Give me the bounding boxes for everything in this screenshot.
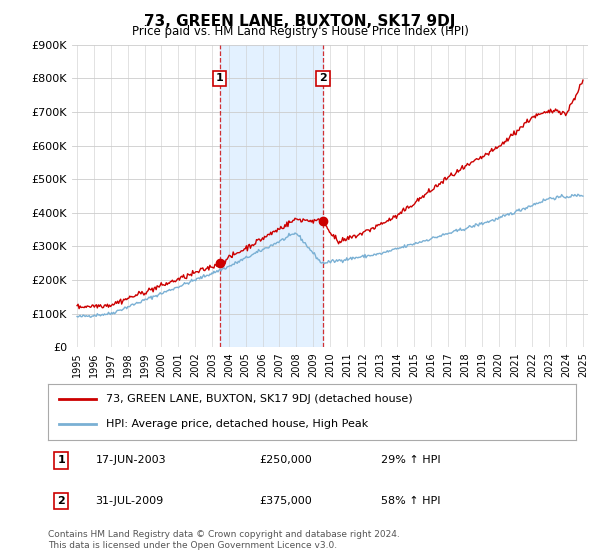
Text: £375,000: £375,000	[259, 496, 312, 506]
Text: 58% ↑ HPI: 58% ↑ HPI	[380, 496, 440, 506]
Text: 1: 1	[216, 73, 224, 83]
Text: 29% ↑ HPI: 29% ↑ HPI	[380, 455, 440, 465]
Bar	[220, 45, 323, 347]
Text: HPI: Average price, detached house, High Peak: HPI: Average price, detached house, High…	[106, 419, 368, 430]
Text: 73, GREEN LANE, BUXTON, SK17 9DJ: 73, GREEN LANE, BUXTON, SK17 9DJ	[145, 14, 455, 29]
Text: Contains HM Land Registry data © Crown copyright and database right 2024.: Contains HM Land Registry data © Crown c…	[48, 530, 400, 539]
Text: 31-JUL-2009: 31-JUL-2009	[95, 496, 164, 506]
Text: 2: 2	[319, 73, 327, 83]
Text: 2: 2	[58, 496, 65, 506]
Text: 17-JUN-2003: 17-JUN-2003	[95, 455, 166, 465]
Text: This data is licensed under the Open Government Licence v3.0.: This data is licensed under the Open Gov…	[48, 541, 337, 550]
Text: 1: 1	[58, 455, 65, 465]
Text: 73, GREEN LANE, BUXTON, SK17 9DJ (detached house): 73, GREEN LANE, BUXTON, SK17 9DJ (detach…	[106, 394, 413, 404]
Text: Price paid vs. HM Land Registry's House Price Index (HPI): Price paid vs. HM Land Registry's House …	[131, 25, 469, 38]
Text: £250,000: £250,000	[259, 455, 312, 465]
